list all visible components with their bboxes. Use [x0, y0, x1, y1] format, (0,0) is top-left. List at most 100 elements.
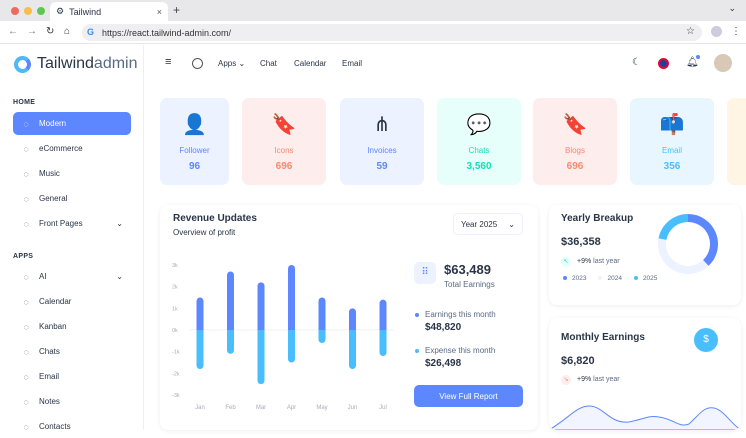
- chevron-down-icon: ⌄: [116, 219, 123, 228]
- sidebar-item-label: Notes: [39, 397, 60, 406]
- close-tab-icon[interactable]: ×: [156, 6, 162, 17]
- year-select[interactable]: Year 2025 ⌄: [453, 213, 523, 235]
- sidebar-item-front-pages[interactable]: ◌ Front Pages ⌄: [13, 212, 131, 235]
- stat-card-chats[interactable]: 💬 Chats 3,560: [437, 98, 521, 185]
- arrow-up-left-icon: ↖: [561, 257, 571, 267]
- legend-item: 2024: [598, 275, 622, 282]
- close-window-button[interactable]: [11, 7, 19, 15]
- sidebar-item-ecommerce[interactable]: ◌ eCommerce: [13, 137, 131, 160]
- view-full-report-button[interactable]: View Full Report: [414, 385, 523, 407]
- new-tab-button[interactable]: +: [173, 3, 181, 17]
- bar-expense: [288, 330, 295, 363]
- bookmark-star-icon: 🔖: [562, 114, 588, 136]
- share-icon: ⋔: [373, 114, 391, 136]
- tab-favicon-icon: ⚙: [56, 6, 65, 16]
- tab-title: Tailwind: [69, 6, 102, 17]
- logo[interactable]: Tailwindadmin: [14, 55, 138, 73]
- google-icon: G: [87, 27, 95, 37]
- bar-joint: [379, 326, 387, 330]
- reload-icon[interactable]: ↻: [46, 26, 55, 37]
- home-icon[interactable]: ⌂: [64, 26, 71, 37]
- legend-dot: [633, 276, 638, 280]
- bar-joint: [349, 326, 356, 330]
- sidebar-item-calendar[interactable]: ◌ Calendar: [13, 290, 131, 313]
- bar-joint: [227, 330, 234, 334]
- sidebar: Tailwindadmin HOME ◌ Modern ◌ eCommerce ◌ Mus…: [0, 45, 144, 432]
- forward-icon[interactable]: →: [27, 26, 37, 37]
- mail-icon: ◌: [23, 371, 29, 382]
- nav-email[interactable]: Email: [342, 59, 363, 68]
- sidebar-item-music[interactable]: ◌ Music: [13, 162, 131, 185]
- building-icon: ◌: [23, 193, 29, 204]
- x-tick-label: Jul: [379, 405, 387, 411]
- sidebar-item-kanban[interactable]: ◌ Kanban: [13, 315, 131, 338]
- chevron-down-icon: ⌄: [238, 59, 246, 68]
- stat-card-invoices[interactable]: ⋔ Invoices 59: [340, 98, 424, 185]
- uk-flag-icon[interactable]: [658, 58, 669, 69]
- search-icon[interactable]: [192, 58, 203, 69]
- stat-card-icons[interactable]: 🔖 Icons 696: [242, 98, 326, 185]
- avatar[interactable]: [714, 54, 732, 72]
- minimize-window-button[interactable]: [24, 7, 32, 15]
- stat-card-blogs[interactable]: 🔖 Blogs 696: [533, 98, 617, 185]
- notification-bell-icon[interactable]: 🔔︎: [686, 57, 699, 68]
- top-header: ≡ Apps ⌄ Chat Calendar Email ☾ 🔔︎: [145, 45, 746, 85]
- card-title: Monthly Earnings: [561, 332, 645, 343]
- logo-brand: Tailwind: [37, 55, 94, 72]
- profile-icon[interactable]: [711, 26, 722, 37]
- logo-icon: [14, 55, 31, 73]
- stat-card-follower[interactable]: 👤 Follower 96: [160, 98, 229, 185]
- sidebar-item-chats[interactable]: ◌ Chats: [13, 340, 131, 363]
- grid-icon: ⠿: [414, 262, 436, 284]
- sparkle-icon: ◌: [23, 271, 29, 282]
- total-earnings-label: Total Earnings: [444, 280, 495, 289]
- monthly-earnings-card: Monthly Earnings $ $6,820 ↘ +9% last yea…: [549, 318, 741, 430]
- stat-card-email[interactable]: 📫 Email 356: [630, 98, 714, 185]
- sidebar-item-ai[interactable]: ◌ AI ⌄: [13, 265, 131, 288]
- bar-expense: [349, 330, 356, 369]
- sidebar-item-label: Music: [39, 169, 60, 178]
- browser-menu-icon[interactable]: ⋮: [731, 26, 741, 37]
- legend-item: 2023: [563, 275, 586, 282]
- bar-joint: [257, 330, 265, 334]
- change-label: last year: [593, 258, 620, 265]
- section-title-home: HOME: [13, 99, 36, 106]
- expense-dot: [415, 349, 419, 353]
- logo-suffix: admin: [93, 55, 138, 72]
- apps-label: Apps: [218, 59, 237, 68]
- nav-calendar[interactable]: Calendar: [294, 59, 327, 68]
- aperture-icon: ◌: [23, 118, 29, 129]
- sidebar-item-label: Contacts: [39, 422, 71, 431]
- sidebar-item-label: Chats: [39, 347, 60, 356]
- y-tick-label: -1k: [172, 350, 180, 356]
- y-tick-label: -3k: [172, 393, 180, 399]
- bar-joint: [349, 330, 356, 334]
- maximize-window-button[interactable]: [37, 7, 45, 15]
- bar-joint: [379, 330, 387, 334]
- sidebar-item-general[interactable]: ◌ General: [13, 187, 131, 210]
- stat-label: Email: [661, 146, 682, 155]
- user-icon: 👤: [182, 114, 207, 136]
- sidebar-item-notes[interactable]: ◌ Notes: [13, 390, 131, 413]
- x-tick-label: Feb: [225, 405, 236, 411]
- stat-card-partial[interactable]: [727, 98, 746, 185]
- sidebar-item-contacts[interactable]: ◌ Contacts: [13, 415, 131, 438]
- donut-segment: [687, 214, 718, 266]
- section-title-apps: APPS: [13, 253, 34, 260]
- dark-mode-moon-icon[interactable]: ☾: [632, 57, 641, 68]
- menu-toggle-icon[interactable]: ≡: [165, 56, 172, 68]
- apps-menu[interactable]: Apps ⌄: [218, 59, 245, 68]
- back-icon[interactable]: ←: [8, 26, 18, 37]
- bookmark-star-icon[interactable]: ☆: [686, 26, 695, 37]
- sidebar-item-label: AI: [39, 272, 47, 281]
- nav-chat[interactable]: Chat: [260, 59, 277, 68]
- sidebar-item-email[interactable]: ◌ Email: [13, 365, 131, 388]
- tab-menu-icon[interactable]: ⌄: [728, 3, 736, 13]
- sidebar-item-modern[interactable]: ◌ Modern: [13, 112, 131, 135]
- browser-tab[interactable]: ⚙ Tailwind ×: [50, 2, 168, 21]
- bar-earnings: [318, 297, 326, 330]
- legend-label: 2025: [642, 275, 658, 282]
- chevron-down-icon: ⌄: [116, 272, 123, 281]
